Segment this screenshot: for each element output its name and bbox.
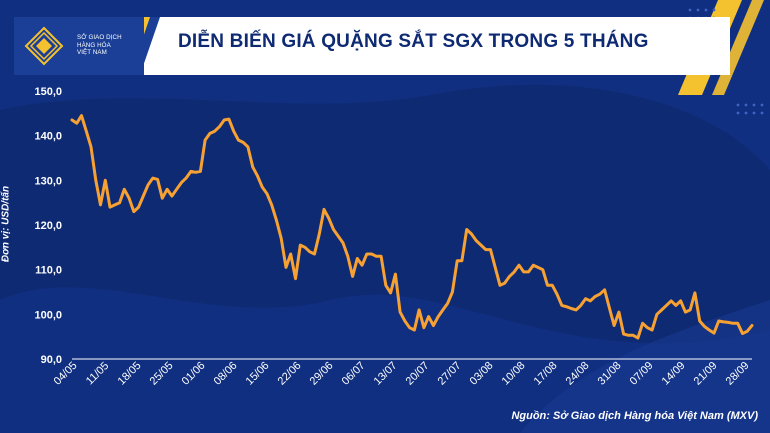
x-tick-label: 22/06: [276, 360, 304, 388]
x-tick-label: 01/06: [180, 360, 208, 388]
logo-line-2: HÀNG HÓA: [77, 41, 111, 49]
logo-text: SỞ GIAO DỊCH HÀNG HÓA VIỆT NAM: [77, 34, 137, 57]
x-tick-label: 17/08: [532, 360, 560, 388]
x-tick-label: 18/05: [116, 360, 144, 388]
x-tick-label: 10/08: [500, 360, 528, 388]
x-tick-label: 21/09: [692, 360, 720, 388]
y-tick-label: 110,0: [35, 265, 62, 277]
x-tick-label: 29/06: [308, 360, 336, 388]
x-tick-label: 03/08: [468, 360, 496, 388]
x-tick-label: 08/06: [212, 360, 240, 388]
y-tick-label: 130,0: [34, 175, 62, 187]
x-tick-label: 25/05: [148, 360, 176, 388]
x-tick-label: 28/09: [724, 360, 752, 388]
x-tick-label: 11/05: [84, 360, 111, 387]
logo-line-3: VIỆT NAM: [77, 49, 107, 56]
logo-line-1: SỞ GIAO DỊCH: [77, 34, 122, 41]
x-tick-label: 31/08: [596, 360, 624, 388]
logo: [14, 17, 144, 75]
y-tick-label: 100,0: [34, 309, 62, 321]
y-tick-label: 120,0: [34, 220, 62, 232]
logo-diamond-icon: [24, 26, 64, 66]
x-tick-label: 13/07: [372, 360, 400, 388]
y-tick-label: 90,0: [41, 354, 62, 366]
x-tick-label: 20/07: [404, 360, 432, 388]
x-tick-label: 15/06: [244, 360, 272, 388]
x-tick-label: 06/07: [340, 360, 368, 388]
chart-title: DIỄN BIẾN GIÁ QUẶNG SẮT SGX TRONG 5 THÁN…: [178, 31, 649, 52]
y-tick-label: 150,0: [34, 86, 62, 98]
x-tick-label: 07/09: [628, 360, 656, 388]
x-tick-label: 24/08: [564, 360, 592, 388]
source-note: Nguồn: Sở Giao dịch Hàng hóa Việt Nam (M…: [511, 410, 758, 422]
x-tick-label: 27/07: [436, 360, 464, 388]
x-tick-label: 14/09: [660, 360, 688, 388]
series-line: [70, 114, 754, 340]
y-tick-label: 140,0: [34, 131, 62, 143]
